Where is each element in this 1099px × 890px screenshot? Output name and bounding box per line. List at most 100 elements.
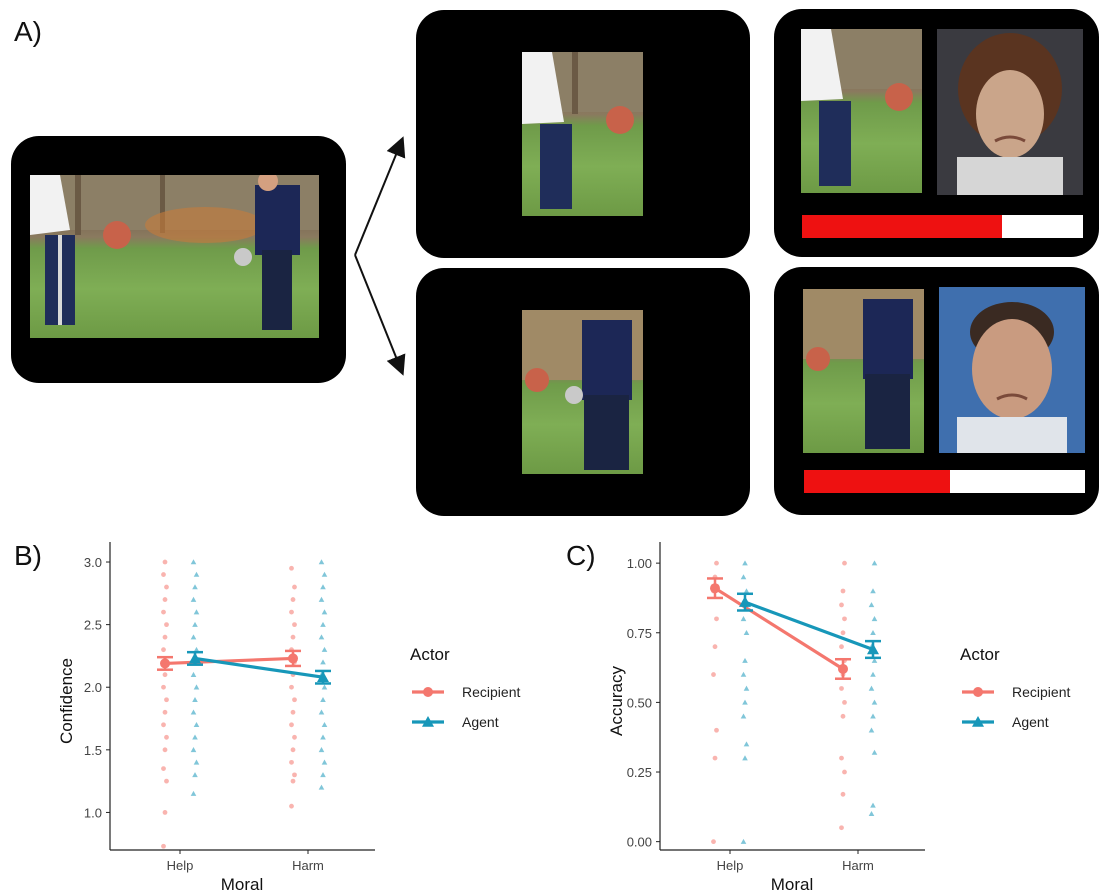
recipient-point bbox=[712, 644, 718, 650]
bottom-rating-bar bbox=[804, 470, 1085, 493]
recipient-mean-marker bbox=[710, 583, 720, 594]
confidence-chart: 1.0 1.5 2.0 2.5 3.0 Help Harm Moral Confidence Ac… bbox=[57, 542, 520, 890]
agent-mean-marker bbox=[867, 643, 879, 655]
scene-illustration bbox=[30, 175, 319, 330]
accuracy-chart: 0.00 0.25 0.50 0.75 1.00 Help Harm Moral Accurac… bbox=[607, 542, 1070, 890]
agent-mean-line bbox=[194, 656, 324, 679]
agent-point bbox=[871, 616, 878, 622]
bottom-clip-photo bbox=[522, 310, 643, 474]
y-tick-label: 0.25 bbox=[627, 765, 652, 780]
recipient-face-photo bbox=[937, 29, 1083, 195]
top-clip-photo bbox=[522, 52, 643, 216]
agent-face-photo bbox=[939, 287, 1085, 453]
legend-title: Actor bbox=[960, 645, 1000, 664]
agent-point bbox=[868, 727, 875, 733]
x-tick-label: Harm bbox=[292, 858, 324, 873]
agent-point bbox=[870, 713, 876, 719]
recipient-point bbox=[289, 803, 294, 809]
agent-point bbox=[320, 734, 326, 740]
recipient-point bbox=[714, 727, 719, 733]
x-tick-label: Help bbox=[167, 858, 194, 873]
bottom-rating-bar-fill bbox=[804, 470, 951, 493]
agent-point bbox=[192, 696, 198, 702]
recipient-point bbox=[714, 560, 719, 566]
top-clip-screen bbox=[416, 10, 750, 258]
agent-point bbox=[743, 741, 750, 747]
agent-point bbox=[743, 685, 750, 691]
agent-point bbox=[742, 560, 748, 566]
recipient-point bbox=[292, 697, 297, 703]
recipient-mean-line bbox=[164, 656, 294, 666]
agent-point bbox=[742, 755, 748, 761]
recipient-point bbox=[164, 622, 169, 628]
recipient-point bbox=[290, 709, 296, 715]
agent-point bbox=[318, 596, 325, 602]
agent-point bbox=[318, 784, 325, 790]
recipient-point bbox=[839, 755, 844, 761]
legend-marker-recipient bbox=[973, 687, 983, 697]
agent-point bbox=[190, 596, 197, 602]
y-tick-label: 0.00 bbox=[627, 835, 652, 850]
agent-point bbox=[321, 609, 328, 615]
legend-label-agent: Agent bbox=[1012, 714, 1049, 730]
scene-photo bbox=[30, 175, 319, 338]
recipient-point bbox=[290, 634, 296, 640]
agent-point bbox=[740, 671, 747, 677]
x-axis-label: Moral bbox=[771, 875, 814, 890]
agent-mean-line bbox=[744, 600, 874, 651]
legend-label-recipient: Recipient bbox=[462, 684, 520, 700]
agent-point bbox=[870, 671, 876, 677]
panel-label-a: A) bbox=[14, 16, 42, 47]
recipient-point bbox=[292, 772, 297, 778]
recipient-point bbox=[161, 647, 166, 653]
agent-point bbox=[742, 657, 748, 663]
y-tick-label: 2.0 bbox=[84, 680, 102, 695]
agent-point bbox=[868, 685, 875, 691]
agent-point bbox=[743, 629, 750, 636]
x-tick-label: Help bbox=[717, 858, 744, 873]
recipient-mean-line bbox=[714, 586, 844, 671]
recipient-point bbox=[162, 634, 168, 640]
recipient-point bbox=[164, 697, 169, 703]
agent-point bbox=[740, 616, 747, 622]
recipient-point bbox=[842, 560, 847, 566]
y-tick-label: 3.0 bbox=[84, 555, 102, 570]
y-tick-label: 0.75 bbox=[627, 626, 652, 641]
agent-point bbox=[193, 609, 200, 615]
agent-point bbox=[870, 802, 876, 808]
agent-point bbox=[320, 772, 326, 778]
y-axis-label: Accuracy bbox=[607, 666, 626, 736]
recipient-point bbox=[161, 722, 166, 728]
agent-point bbox=[193, 646, 200, 652]
agent-point bbox=[193, 684, 200, 690]
agent-point bbox=[193, 571, 200, 577]
agent-point bbox=[192, 734, 198, 740]
recipient-point bbox=[289, 684, 294, 690]
y-tick-label: 2.5 bbox=[84, 618, 102, 633]
agent-point bbox=[318, 709, 325, 715]
agent-point bbox=[868, 810, 875, 817]
legend-title: Actor bbox=[410, 645, 450, 664]
agent-point bbox=[321, 721, 328, 728]
legend-marker-agent bbox=[422, 716, 434, 727]
agent-point bbox=[870, 588, 876, 594]
agent-point bbox=[318, 634, 325, 640]
agent-point bbox=[193, 721, 200, 728]
legend-marker-recipient bbox=[423, 687, 433, 697]
agent-point bbox=[868, 602, 875, 608]
agent-mean-marker bbox=[317, 671, 329, 683]
recipient-mean-marker bbox=[160, 658, 170, 669]
recipient-point bbox=[161, 684, 166, 690]
agent-point bbox=[190, 671, 197, 677]
legend-marker-agent bbox=[972, 716, 984, 727]
recipient-point bbox=[840, 791, 846, 797]
agent-point bbox=[321, 646, 328, 652]
top-rating-bar-fill bbox=[802, 215, 1002, 238]
agent-point bbox=[871, 699, 878, 705]
recipient-mean-marker bbox=[838, 663, 848, 674]
x-tick-label: Harm bbox=[842, 858, 874, 873]
scene-screen bbox=[11, 136, 346, 383]
recipient-point bbox=[712, 755, 718, 761]
agent-point bbox=[190, 559, 197, 565]
y-axis-label: Confidence bbox=[57, 658, 76, 744]
